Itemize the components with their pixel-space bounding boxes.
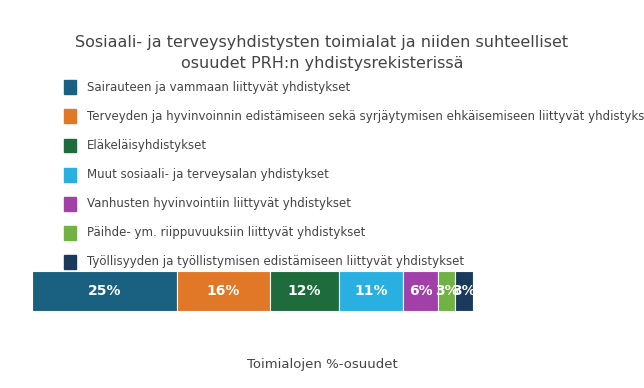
Text: Terveyden ja hyvinvoinnin edistämiseen sekä syrjäytymisen ehkäisemiseen liittyvä: Terveyden ja hyvinvoinnin edistämiseen s… — [87, 110, 644, 123]
Text: Sairauteen ja vammaan liittyvät yhdistykset: Sairauteen ja vammaan liittyvät yhdistyk… — [87, 81, 350, 94]
Text: 3%: 3% — [435, 284, 459, 298]
Text: Sosiaali- ja terveysyhdistysten toimialat ja niiden suhteelliset
osuudet PRH:n y: Sosiaali- ja terveysyhdistysten toimiala… — [75, 35, 569, 71]
Text: 16%: 16% — [207, 284, 240, 298]
Text: Työllisyyden ja työllistymisen edistämiseen liittyvät yhdistykset: Työllisyyden ja työllistymisen edistämis… — [87, 255, 464, 268]
Bar — [339, 271, 403, 311]
Text: 25%: 25% — [88, 284, 122, 298]
Text: Vanhusten hyvinvointiin liittyvät yhdistykset: Vanhusten hyvinvointiin liittyvät yhdist… — [87, 197, 351, 210]
Bar — [403, 271, 438, 311]
Text: 6%: 6% — [409, 284, 432, 298]
Bar — [270, 271, 339, 311]
Bar — [455, 271, 473, 311]
Bar — [32, 271, 177, 311]
Text: Toimialojen %-osuudet: Toimialojen %-osuudet — [247, 358, 397, 371]
Text: Päihde- ym. riippuvuuksiin liittyvät yhdistykset: Päihde- ym. riippuvuuksiin liittyvät yhd… — [87, 226, 365, 239]
Bar — [438, 271, 455, 311]
Text: Muut sosiaali- ja terveysalan yhdistykset: Muut sosiaali- ja terveysalan yhdistykse… — [87, 168, 329, 181]
Text: 3%: 3% — [452, 284, 476, 298]
Text: 12%: 12% — [288, 284, 321, 298]
Text: Eläkeläisyhdistykset: Eläkeläisyhdistykset — [87, 139, 207, 152]
Text: 11%: 11% — [354, 284, 388, 298]
Bar — [177, 271, 270, 311]
